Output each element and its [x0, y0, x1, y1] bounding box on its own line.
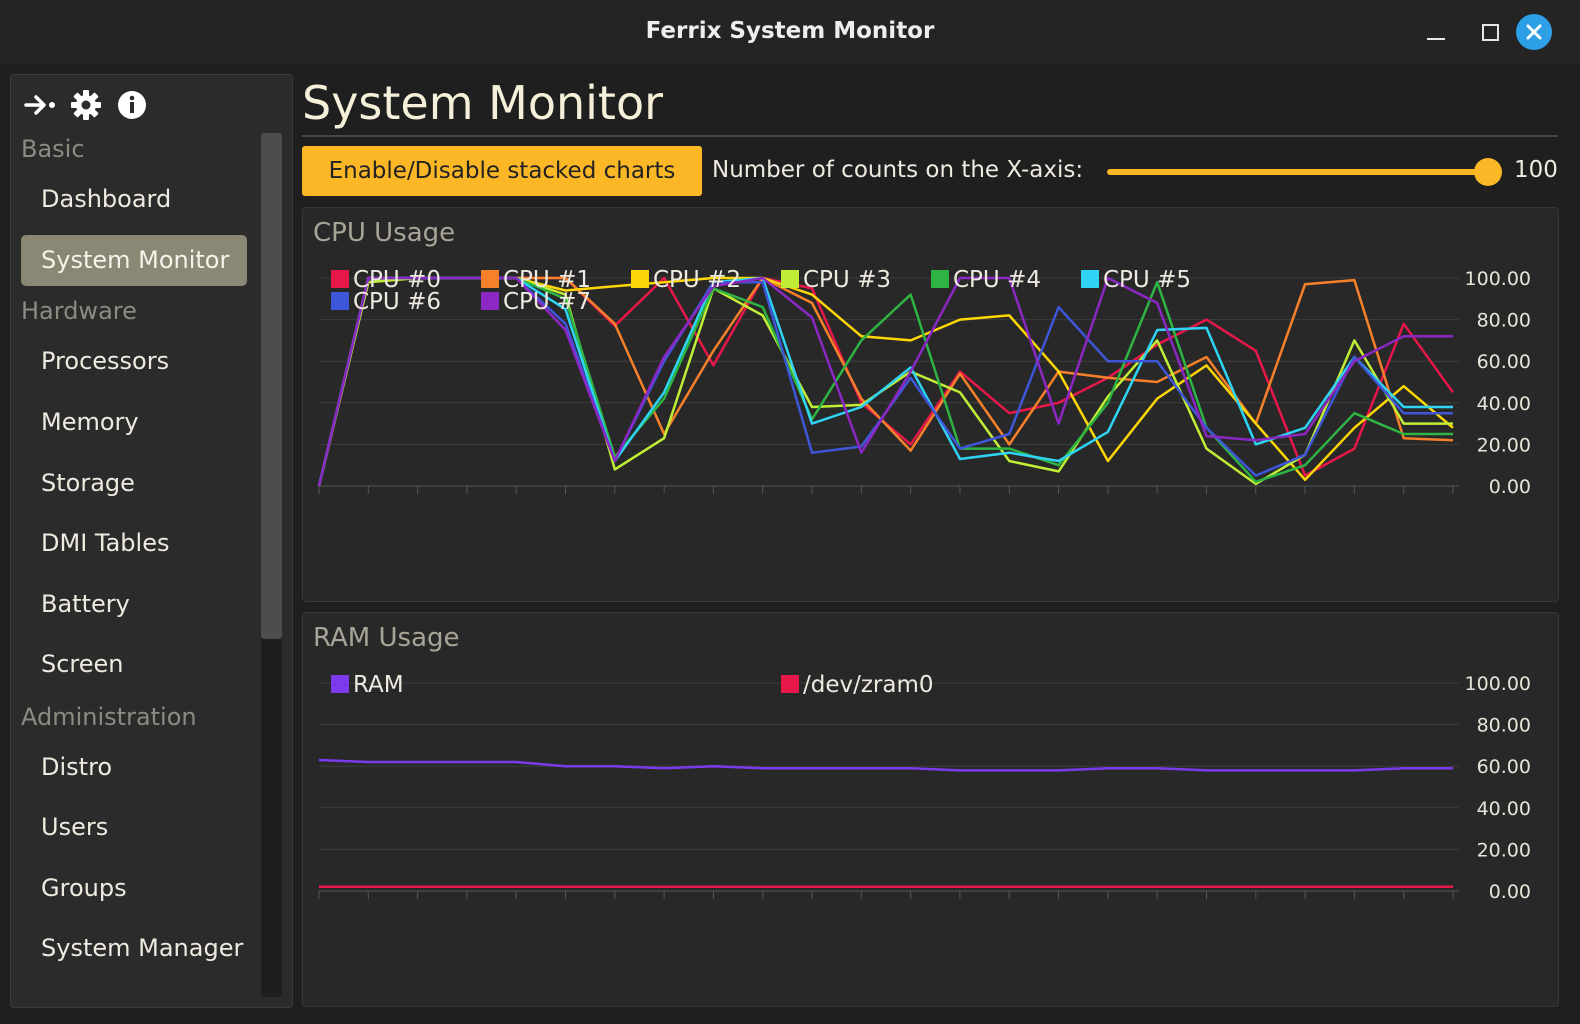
y-tick-label: 100.00: [1465, 673, 1531, 695]
legend-swatch: [331, 270, 349, 288]
legend-swatch: [481, 292, 499, 310]
sidebar-item-system-manager[interactable]: System Manager: [41, 934, 244, 962]
y-tick-label: 80.00: [1477, 310, 1531, 332]
sidebar-item-screen[interactable]: Screen: [41, 650, 124, 678]
title-divider: [302, 135, 1558, 137]
legend-swatch: [781, 270, 799, 288]
y-tick-label: 20.00: [1477, 434, 1531, 456]
sidebar-toolbar: [23, 87, 149, 123]
sidebar-item-battery[interactable]: Battery: [41, 590, 130, 618]
ram-usage-panel: 0.00 20.00 40.00 60.00 80.00 100.00 RAM/dev/zr…: [302, 612, 1559, 1007]
legend-label: CPU #4: [953, 267, 1041, 293]
series-line: [317, 276, 1453, 487]
sidebar-scrollbar-thumb[interactable]: [261, 133, 282, 639]
y-tick-label: 20.00: [1477, 839, 1531, 861]
window-title: Ferrix System Monitor: [645, 18, 935, 44]
gear-icon[interactable]: [69, 88, 103, 122]
sidebar-scrollbar[interactable]: [261, 133, 282, 997]
info-icon[interactable]: [115, 88, 149, 122]
y-tick-label: 0.00: [1489, 476, 1531, 498]
series-line: [318, 758, 1453, 772]
legend-label: /dev/zram0: [803, 672, 934, 698]
legend-label: CPU #6: [353, 289, 441, 315]
sidebar-item-system-monitor[interactable]: System Monitor: [21, 235, 247, 286]
page-title: System Monitor: [302, 76, 664, 130]
sidebar-item-users[interactable]: Users: [41, 813, 109, 841]
sidebar-item-memory[interactable]: Memory: [41, 408, 139, 436]
legend-label: CPU #2: [653, 267, 741, 293]
sidebar-item-distro[interactable]: Distro: [41, 753, 113, 781]
legend-swatch: [631, 270, 649, 288]
y-tick-label: 40.00: [1477, 393, 1531, 415]
y-tick-label: 60.00: [1477, 351, 1531, 373]
legend-label: RAM: [353, 672, 404, 698]
y-tick-label: 40.00: [1477, 798, 1531, 820]
legend-label: CPU #7: [503, 289, 591, 315]
section-hardware: Hardware: [21, 297, 137, 325]
ram-usage-chart: 0.00 20.00 40.00 60.00 80.00 100.00 RAM/dev/zr…: [318, 672, 1531, 903]
sidebar-item-dmi-tables[interactable]: DMI Tables: [41, 529, 170, 557]
x-axis-count-value: 100: [1514, 157, 1558, 183]
y-tick-label: 0.00: [1489, 881, 1531, 903]
legend-label: CPU #1: [503, 267, 591, 293]
sidebar-item-storage[interactable]: Storage: [41, 469, 135, 497]
collapse-arrow-icon[interactable]: [23, 88, 57, 122]
stacked-charts-button[interactable]: Enable/Disable stacked charts: [302, 146, 702, 196]
legend-swatch: [1081, 270, 1099, 288]
legend-swatch: [331, 675, 349, 693]
legend-label: CPU #3: [803, 267, 891, 293]
cpu-usage-title: CPU Usage: [313, 218, 456, 248]
sidebar-item-processors[interactable]: Processors: [41, 347, 170, 375]
section-basic: Basic: [21, 135, 85, 163]
sidebar-item-groups[interactable]: Groups: [41, 874, 127, 902]
legend-label: CPU #5: [1103, 267, 1191, 293]
sidebar-item-dashboard[interactable]: Dashboard: [41, 185, 172, 213]
title-bar: Ferrix System Monitor: [0, 0, 1580, 64]
sidebar: Basic Dashboard System Monitor Hardware …: [10, 74, 293, 1008]
legend-label: CPU #0: [353, 267, 441, 293]
section-administration: Administration: [21, 703, 197, 731]
x-axis-count-slider[interactable]: [1107, 169, 1492, 175]
y-tick-label: 80.00: [1477, 715, 1531, 737]
maximize-icon[interactable]: [1472, 14, 1508, 50]
main-content: System Monitor Enable/Disable stacked ch…: [302, 74, 1559, 1014]
x-axis-count-slider-handle[interactable]: [1474, 158, 1502, 186]
legend-swatch: [781, 675, 799, 693]
close-icon[interactable]: [1516, 14, 1552, 50]
minimize-icon[interactable]: [1418, 14, 1454, 50]
legend-swatch: [331, 292, 349, 310]
legend-swatch: [931, 270, 949, 288]
y-tick-label: 60.00: [1477, 756, 1531, 778]
cpu-usage-panel: 0.00 20.00 40.00 60.00 80.00 100.00 CPU #0 CPU …: [302, 207, 1559, 602]
ram-usage-title: RAM Usage: [313, 623, 460, 653]
y-tick-label: 100.00: [1465, 268, 1531, 290]
x-axis-count-label: Number of counts on the X-axis:: [712, 157, 1084, 183]
legend-swatch: [481, 270, 499, 288]
